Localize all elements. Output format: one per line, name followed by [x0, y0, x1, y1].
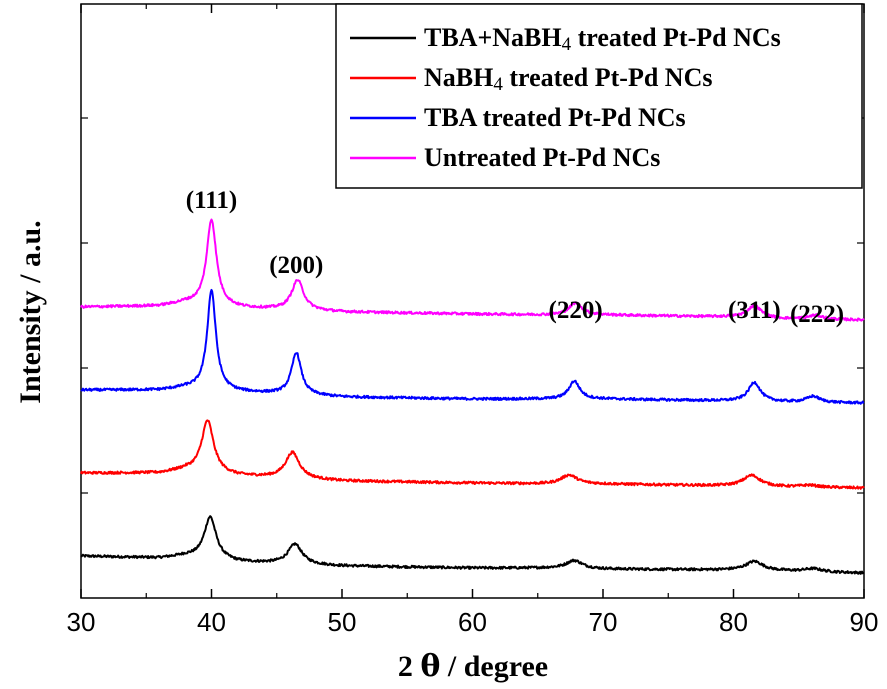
legend-box — [335, 3, 863, 189]
series-line-3 — [80, 288, 865, 405]
legend-label: NaBH4 treated Pt-Pd NCs — [424, 63, 712, 95]
x-tick-label: 30 — [67, 607, 96, 637]
series-line-2 — [80, 419, 865, 490]
x-tick-label: 90 — [850, 607, 879, 637]
x-tick-label: 70 — [589, 607, 618, 637]
x-tick-label: 80 — [719, 607, 748, 637]
x-tick-label: 60 — [458, 607, 487, 637]
legend-label: TBA treated Pt-Pd NCs — [424, 103, 686, 132]
peak-label: (222) — [790, 301, 844, 328]
y-axis-title: Intensity / a.u. — [14, 220, 47, 403]
peak-labels: (111) (200) (220) (311) (222) — [186, 187, 844, 328]
series-layer — [80, 218, 865, 575]
peak-label: (220) — [549, 297, 603, 324]
x-axis-title: 2 θ / degree — [398, 649, 548, 684]
theta-symbol: θ — [420, 649, 440, 684]
x-tick-label: 40 — [197, 607, 226, 637]
peak-label: (311) — [728, 297, 781, 324]
x-axis: 30 40 50 60 70 80 90 — [67, 4, 879, 637]
peak-label: (200) — [269, 252, 323, 279]
legend: TBA+NaBH4 treated Pt-Pd NCs NaBH4 treated… — [335, 3, 863, 189]
x-tick-label: 50 — [328, 607, 357, 637]
series-line-4 — [80, 218, 865, 322]
series-line-1 — [80, 515, 865, 575]
legend-label: TBA+NaBH4 treated Pt-Pd NCs — [424, 23, 781, 55]
peak-label: (111) — [186, 187, 237, 214]
legend-label: Untreated Pt-Pd NCs — [424, 143, 660, 172]
